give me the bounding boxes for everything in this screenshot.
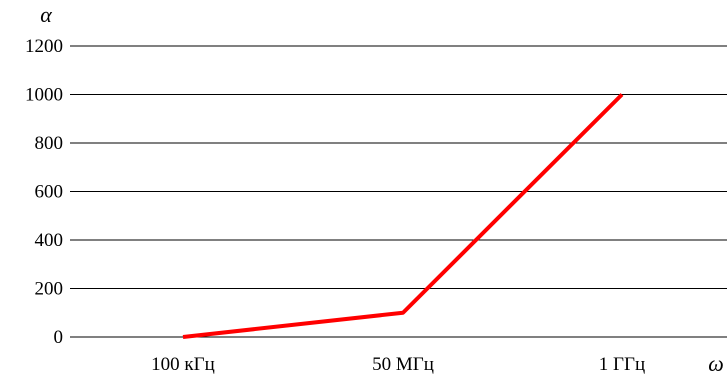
- x-tick-label: 1 ГГц: [599, 354, 645, 375]
- gridlines: [70, 45, 727, 338]
- y-tick-label: 0: [54, 327, 64, 348]
- x-tick-labels: 100 кГц 50 МГц 1 ГГц: [151, 354, 645, 375]
- x-tick-label: 50 МГц: [372, 354, 434, 375]
- x-axis-label: ω: [708, 351, 724, 376]
- y-tick-label: 1200: [25, 36, 63, 57]
- y-tick-label: 600: [35, 182, 64, 203]
- y-tick-label: 800: [35, 133, 64, 154]
- y-tick-label: 1000: [25, 85, 63, 106]
- series-line: [182, 93, 624, 339]
- y-tick-labels: 0 200 400 600 800 1000 1200: [25, 36, 63, 348]
- series-lines: [182, 93, 624, 339]
- y-axis-label: α: [40, 2, 52, 27]
- y-tick-label: 400: [35, 230, 64, 251]
- y-tick-label: 200: [35, 279, 64, 300]
- x-tick-label: 100 кГц: [151, 354, 215, 375]
